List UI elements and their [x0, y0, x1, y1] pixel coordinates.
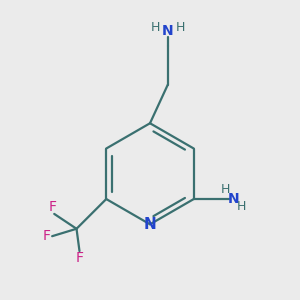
Text: H: H — [176, 21, 185, 34]
Text: F: F — [76, 251, 83, 266]
Text: N: N — [144, 217, 156, 232]
Text: H: H — [221, 183, 230, 196]
Text: H: H — [151, 21, 160, 34]
Text: H: H — [237, 200, 246, 213]
Text: N: N — [228, 192, 240, 206]
Text: F: F — [43, 229, 51, 243]
Text: N: N — [162, 24, 174, 38]
Text: F: F — [49, 200, 57, 214]
